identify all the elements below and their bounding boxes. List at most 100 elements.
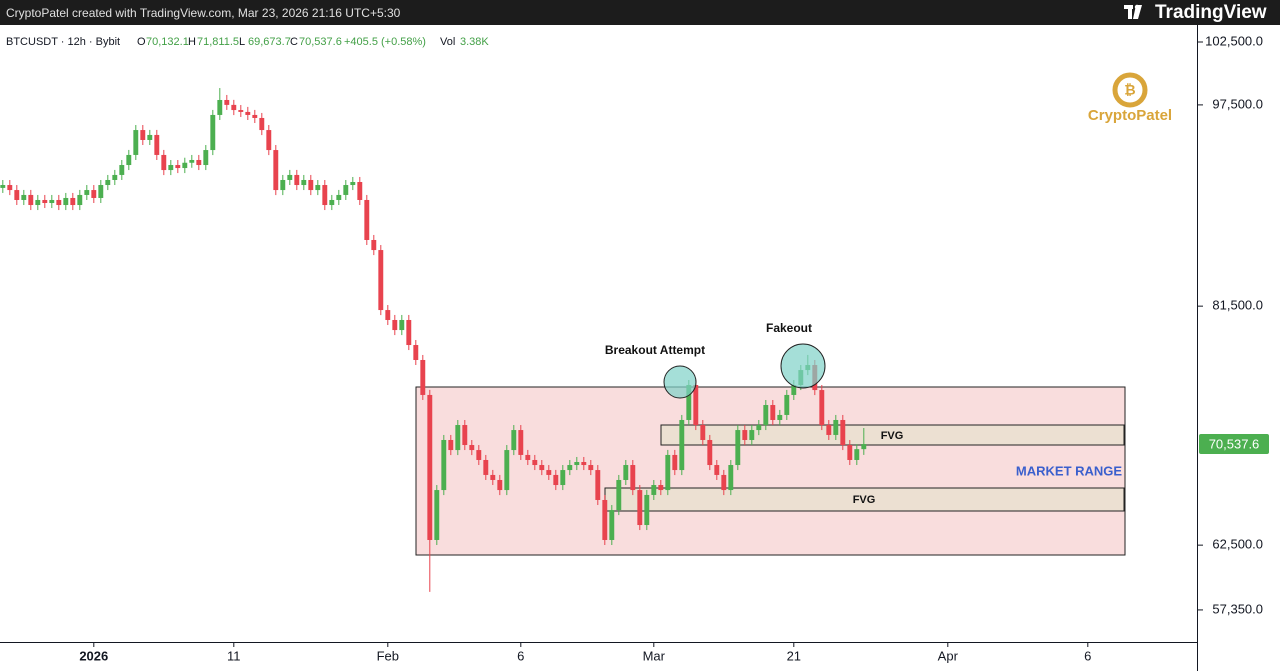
- candle-body: [595, 470, 601, 500]
- candle-body: [728, 465, 734, 491]
- candle-body: [581, 462, 587, 466]
- candle-body: [371, 239, 377, 251]
- x-tick-label: 6: [1084, 648, 1091, 663]
- candle-body: [609, 510, 615, 540]
- candle-body: [21, 194, 27, 200]
- candle-body: [553, 474, 559, 486]
- candle-body: [665, 454, 671, 491]
- legend-text: 70,132.1: [146, 36, 189, 48]
- candle-body: [112, 174, 118, 180]
- candle-body: [14, 190, 20, 200]
- watermark: ₿ CryptoPatel: [1088, 72, 1172, 124]
- candle-body: [616, 479, 622, 511]
- candle-body: [735, 430, 741, 466]
- candle-body: [483, 459, 489, 475]
- legend: BTCUSDT · 12h · Bybit O 70,132.1 H 71,811.5 L…: [6, 36, 489, 48]
- candle-body: [462, 425, 468, 446]
- price-axis: [1198, 25, 1280, 671]
- candle-body: [693, 385, 699, 426]
- brand-logo: [1124, 4, 1142, 19]
- candle-body: [833, 419, 839, 435]
- legend-text: H: [188, 36, 196, 48]
- candle-body: [343, 185, 349, 195]
- candle-body: [217, 99, 223, 115]
- time-axis: [0, 643, 1198, 671]
- candle-body: [196, 159, 202, 166]
- candle-body: [189, 159, 195, 163]
- last-price-box: [1199, 434, 1269, 455]
- candle-body: [7, 185, 13, 191]
- candle-body: [469, 445, 475, 451]
- legend-text: L: [239, 36, 245, 48]
- annotation: MARKET RANGE: [1016, 463, 1122, 478]
- candle-body: [378, 250, 384, 311]
- candle-body: [77, 194, 83, 206]
- x-tick-label: Mar: [643, 648, 666, 663]
- candle-body: [301, 179, 307, 186]
- candle-body: [91, 190, 97, 198]
- candle-body: [294, 174, 300, 186]
- candle-body: [56, 199, 62, 206]
- candle-body: [714, 465, 720, 475]
- candle-body: [273, 150, 279, 191]
- candle-body: [84, 190, 90, 195]
- candle-body: [210, 114, 216, 151]
- candle-body: [420, 359, 426, 395]
- y-tick-label: 102,500.0: [1205, 33, 1263, 48]
- candle-body: [777, 414, 783, 420]
- x-tick-label: 6: [517, 648, 524, 663]
- candle-body: [791, 385, 797, 395]
- candle-body: [182, 162, 188, 169]
- candle-body: [357, 182, 363, 200]
- candle-body: [154, 134, 160, 155]
- candle-body: [364, 199, 370, 240]
- x-tick-label: 2026: [79, 648, 108, 663]
- candle-body: [168, 165, 174, 171]
- candle-body: [504, 450, 510, 491]
- x-tick-label: Apr: [938, 648, 959, 663]
- candle-body: [826, 425, 832, 435]
- candle-body: [630, 465, 636, 491]
- candle-body: [0, 185, 6, 188]
- candle-body: [546, 470, 552, 475]
- candle-body: [539, 465, 545, 471]
- credit: CryptoPatel created with TradingView.com…: [6, 6, 401, 20]
- legend-text: 71,811.5: [197, 36, 239, 48]
- candle-body: [315, 185, 321, 191]
- svg-text:₿: ₿: [1124, 82, 1135, 98]
- candle-body: [49, 199, 55, 204]
- y-tick-label: 97,500.0: [1212, 96, 1263, 111]
- candle-body: [427, 394, 433, 540]
- candle-body: [385, 310, 391, 320]
- candle-body: [840, 419, 846, 446]
- candle-body: [119, 165, 125, 175]
- candle-body: [308, 179, 314, 191]
- candle-body: [532, 459, 538, 466]
- candle-body: [742, 430, 748, 440]
- candle-body: [490, 474, 496, 480]
- candle-body: [70, 197, 76, 206]
- candle-body: [392, 319, 398, 331]
- legend-text: +405.5 (+0.58%): [344, 36, 426, 48]
- candle-body: [406, 319, 412, 346]
- candle-body: [105, 179, 111, 186]
- candle-body: [784, 394, 790, 415]
- candle-body: [448, 439, 454, 451]
- annotation: Fakeout: [766, 321, 812, 335]
- candle-body: [203, 150, 209, 166]
- legend-text: Vol: [440, 36, 455, 48]
- candle-body: [819, 390, 825, 426]
- candle-body: [336, 194, 342, 200]
- candle-body: [588, 465, 594, 471]
- candle-body: [98, 185, 104, 198]
- candle-body: [770, 405, 776, 420]
- candle-body: [672, 454, 678, 471]
- candle-body: [679, 419, 685, 471]
- highlight-circle: [780, 343, 826, 389]
- candle-body: [329, 199, 335, 206]
- legend-text: O: [137, 36, 146, 48]
- candle-body: [133, 130, 139, 155]
- candle-body: [280, 179, 286, 191]
- candle-body: [399, 319, 405, 331]
- candle-body: [497, 479, 503, 491]
